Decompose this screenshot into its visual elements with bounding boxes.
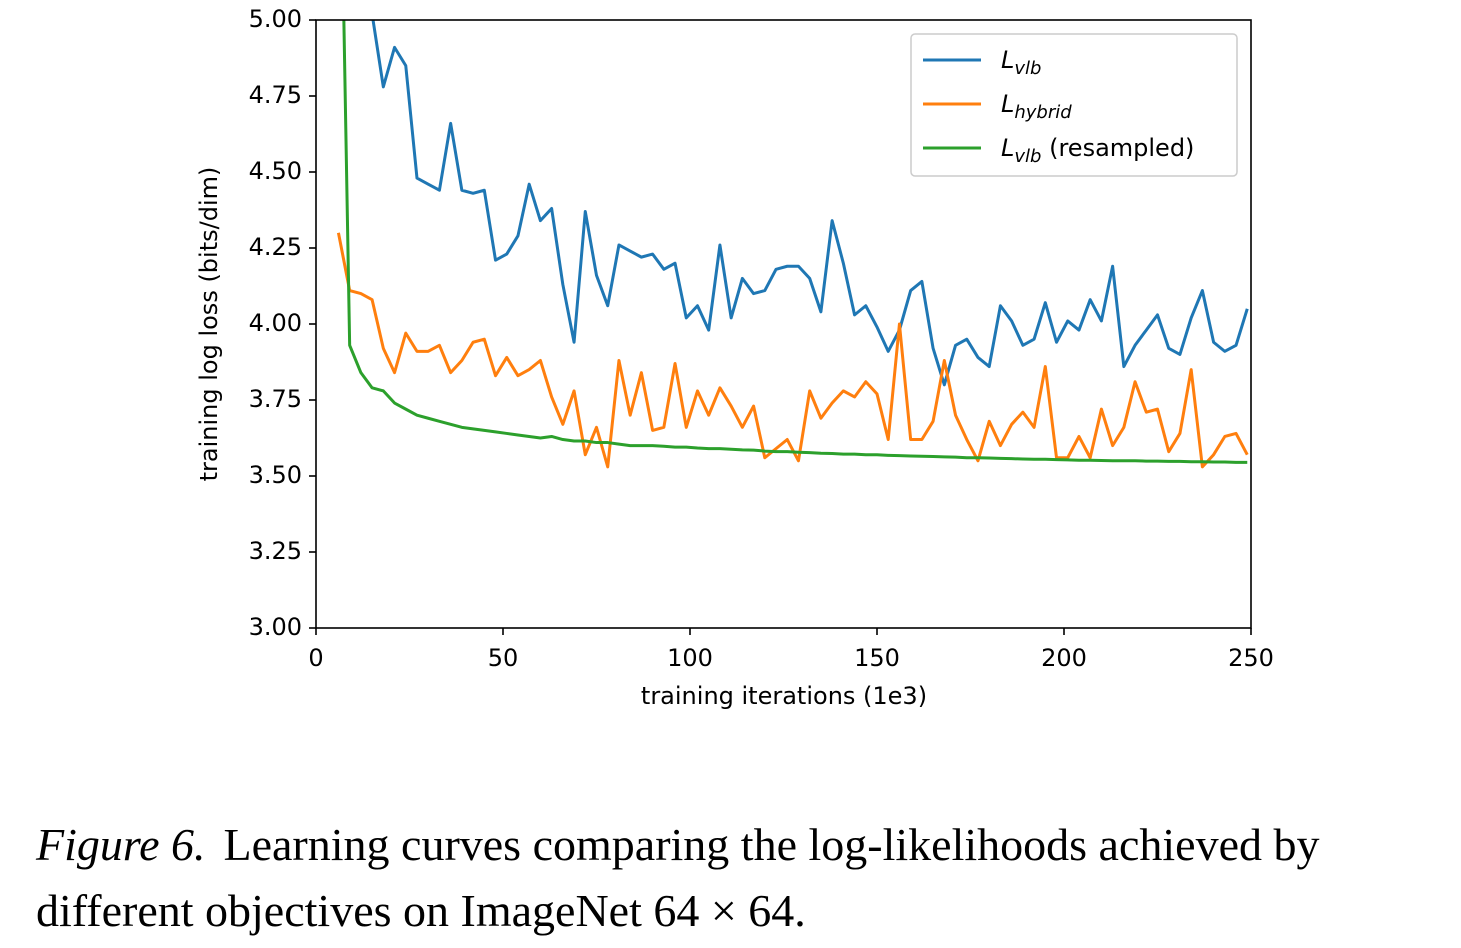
- y-tick-label: 4.50: [249, 157, 302, 185]
- y-tick-label: 4.75: [249, 81, 302, 109]
- y-tick-label: 4.00: [249, 309, 302, 337]
- x-tick-label: 250: [1228, 644, 1274, 672]
- x-tick-label: 0: [308, 644, 323, 672]
- y-tick-label: 5.00: [249, 5, 302, 33]
- y-tick-label: 4.25: [249, 233, 302, 261]
- legend-label: Lhybrid: [1001, 90, 1072, 123]
- y-tick-label: 3.75: [249, 385, 302, 413]
- y-tick-label: 3.25: [249, 537, 302, 565]
- y-tick-label: 3.00: [249, 613, 302, 641]
- x-axis-label: training iterations (1e3): [641, 682, 927, 710]
- x-tick-label: 200: [1041, 644, 1087, 672]
- plot-frame: [315, 19, 1252, 629]
- y-tick-label: 3.50: [249, 461, 302, 489]
- caption-text: Learning curves comparing the log-likeli…: [36, 819, 1320, 936]
- y-axis-label: training log loss (bits/dim): [195, 167, 223, 482]
- plot-lines: [336, 20, 1249, 469]
- series-line: [342, 20, 1248, 464]
- x-tick-label: 100: [667, 644, 713, 672]
- series-line: [371, 20, 1249, 387]
- chart: training iterations (1e3) training log l…: [195, 5, 1274, 710]
- x-tick-label: 150: [854, 644, 900, 672]
- caption-label: Figure 6.: [36, 819, 206, 870]
- x-tick-label: 50: [488, 644, 519, 672]
- legend-box: [910, 33, 1238, 177]
- legend-label: Lvlb (resampled): [1001, 134, 1194, 167]
- legend-label: Lvlb: [1001, 46, 1041, 79]
- caption: Figure 6. Learning curves comparing the l…: [36, 812, 1451, 944]
- series-line: [336, 232, 1249, 469]
